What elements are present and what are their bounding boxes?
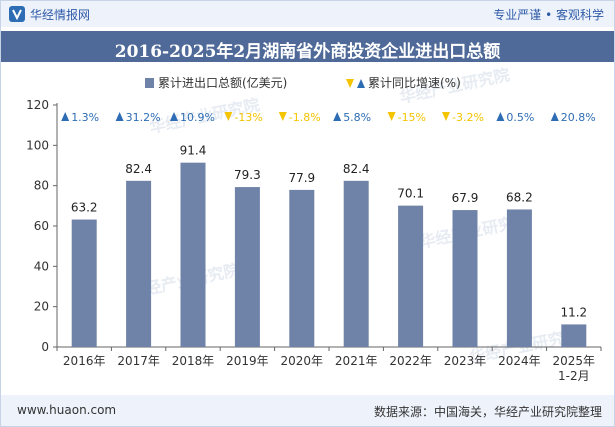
bar bbox=[71, 219, 97, 347]
growth-rate-label: -3.2% bbox=[452, 111, 484, 124]
growth-rate-label: 10.9% bbox=[180, 111, 215, 124]
bar bbox=[506, 209, 532, 347]
y-tick-label: 60 bbox=[34, 219, 49, 233]
x-tick-label: 2017年 bbox=[117, 354, 160, 368]
bar-value-label: 91.4 bbox=[180, 144, 207, 158]
bar-value-label: 11.2 bbox=[560, 305, 587, 319]
bar-value-label: 77.9 bbox=[288, 171, 315, 185]
footer-bar: www.huaon.com 数据来源：中国海关，华经产业研究院整理 bbox=[1, 395, 614, 426]
huajing-logo-icon bbox=[9, 6, 25, 22]
growth-rate-label: 20.8% bbox=[561, 111, 596, 124]
x-tick-label: 1-2月 bbox=[558, 369, 590, 383]
growth-down-triangle-icon bbox=[442, 112, 450, 121]
title-bar: 2016-2025年2月湖南省外商投资企业进出口总额 bbox=[1, 31, 614, 62]
y-tick-label: 20 bbox=[34, 300, 49, 314]
growth-down-triangle-icon bbox=[278, 112, 287, 121]
growth-down-triangle-icon bbox=[387, 112, 396, 121]
bar-value-label: 82.4 bbox=[343, 162, 370, 176]
growth-up-triangle-icon bbox=[115, 112, 124, 121]
bar-value-label: 67.9 bbox=[452, 191, 479, 205]
bar bbox=[561, 324, 587, 347]
chart-title: 2016-2025年2月湖南省外商投资企业进出口总额 bbox=[114, 42, 501, 62]
bar bbox=[289, 189, 315, 347]
bar bbox=[234, 187, 260, 347]
bar bbox=[343, 180, 369, 347]
bar bbox=[180, 162, 206, 347]
growth-rate-label: -15% bbox=[398, 111, 426, 124]
tagline: 专业严谨 • 客观科学 bbox=[493, 8, 604, 22]
bar bbox=[452, 210, 478, 347]
bar bbox=[398, 205, 424, 347]
bar-value-label: 68.2 bbox=[506, 190, 533, 204]
y-tick-label: 40 bbox=[34, 259, 49, 273]
bar-value-label: 63.2 bbox=[71, 201, 98, 215]
x-tick-label: 2016年 bbox=[63, 354, 106, 368]
data-source: 数据来源：中国海关，华经产业研究院整理 bbox=[373, 405, 602, 419]
website-link[interactable]: www.huaon.com bbox=[17, 403, 117, 417]
growth-rate-label: 5.8% bbox=[343, 111, 371, 124]
growth-rate-label: 0.5% bbox=[506, 111, 534, 124]
bar bbox=[126, 180, 152, 347]
growth-down-triangle-icon bbox=[224, 112, 233, 121]
x-tick-label: 2022年 bbox=[389, 354, 432, 368]
x-tick-label: 2025年 bbox=[553, 354, 596, 368]
x-tick-label: 2024年 bbox=[498, 354, 541, 368]
x-tick-label: 2019年 bbox=[226, 354, 269, 368]
bar-value-label: 79.3 bbox=[234, 168, 261, 182]
legend-up-triangle-icon bbox=[357, 79, 365, 88]
legend-down-triangle-icon bbox=[346, 79, 354, 88]
growth-rate-label: 31.2% bbox=[126, 111, 161, 124]
growth-up-triangle-icon bbox=[333, 112, 342, 121]
growth-rate-label: -1.8% bbox=[289, 111, 321, 124]
x-tick-label: 2018年 bbox=[172, 354, 215, 368]
growth-up-triangle-icon bbox=[61, 112, 70, 121]
bar-chart: 华经产业研究院华经产业研究院华经产业研究院华经产业研究院华经产业研究院 累计进出… bbox=[26, 65, 602, 383]
growth-rate-label: 1.3% bbox=[71, 111, 99, 124]
y-tick-label: 80 bbox=[34, 179, 49, 193]
bar-value-label: 70.1 bbox=[397, 187, 424, 201]
y-tick-label: 100 bbox=[26, 138, 49, 152]
growth-rate-label: -13% bbox=[234, 111, 262, 124]
growth-up-triangle-icon bbox=[170, 112, 178, 121]
y-tick-label: 120 bbox=[26, 98, 49, 112]
x-tick-label: 2021年 bbox=[335, 354, 378, 368]
growth-up-triangle-icon bbox=[496, 112, 505, 121]
x-tick-label: 2020年 bbox=[281, 354, 324, 368]
brand-name: 华经情报网 bbox=[30, 8, 91, 22]
header-bar: 华经情报网 专业严谨 • 客观科学 bbox=[1, 1, 614, 27]
bar-value-label: 82.4 bbox=[125, 162, 152, 176]
legend-growth-label: 累计同比增速(%) bbox=[368, 76, 461, 90]
legend-bar-swatch bbox=[145, 78, 154, 88]
y-tick-label: 0 bbox=[41, 340, 49, 354]
x-tick-label: 2023年 bbox=[444, 354, 487, 368]
growth-up-triangle-icon bbox=[550, 112, 559, 121]
legend-bar-label: 累计进出口总额(亿美元) bbox=[158, 75, 287, 90]
